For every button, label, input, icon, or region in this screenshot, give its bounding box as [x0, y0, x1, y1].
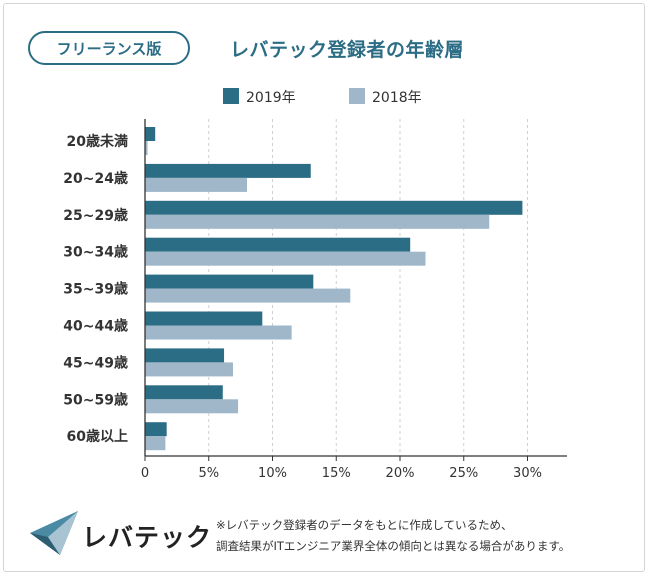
bar-2019 [145, 422, 167, 437]
legend-swatch-2018 [349, 88, 365, 104]
footnote: ※レバテック登録者のデータをもとに作成しているため、 調査結果がITエンジニア業… [216, 515, 570, 557]
bar-2018 [145, 141, 148, 155]
category-label: 35~39歳 [63, 281, 128, 298]
bar-2018 [145, 177, 247, 192]
legend-swatch-2019 [223, 88, 239, 104]
bar-2018 [145, 399, 239, 414]
axes-group [144, 119, 567, 461]
bar-2019 [145, 348, 225, 363]
levtech-logo-text: レバテック [82, 523, 213, 552]
footnote-line-2: 調査結果がITエンジニア業界全体の傾向とは異なる場合があります。 [216, 539, 571, 553]
bar-2019 [145, 127, 156, 141]
bar-2019 [145, 237, 411, 252]
x-tick-label: 30% [513, 466, 542, 481]
x-tick-label: 20% [386, 466, 415, 481]
bar-2019 [145, 311, 263, 326]
x-tick-label: 10% [258, 466, 287, 481]
bar-2018 [145, 214, 490, 229]
category-label: 25~29歳 [63, 207, 128, 224]
x-tick-label: 5% [198, 466, 219, 481]
bar-2019 [145, 200, 523, 215]
bar-2019 [145, 163, 311, 178]
levtech-logo-icon [30, 511, 78, 555]
category-label: 20~24歳 [63, 170, 128, 187]
bar-2019 [145, 385, 223, 400]
category-label: 20歳未満 [67, 133, 128, 150]
bars-group [145, 127, 523, 451]
category-label: 30~34歳 [63, 244, 128, 261]
freelance-badge: フリーランス版 [28, 31, 190, 65]
category-label: 40~44歳 [63, 318, 128, 335]
x-tick-label: 15% [322, 466, 351, 481]
category-label: 50~59歳 [63, 391, 128, 408]
footnote-line-1: ※レバテック登録者のデータをもとに作成しているため、 [216, 518, 513, 532]
chart-title: レバテック登録者の年齢層 [230, 39, 465, 61]
bar-2018 [145, 251, 426, 266]
bar-2019 [145, 274, 314, 289]
category-label: 60歳以上 [67, 428, 128, 445]
x-tick-label: 0 [141, 466, 149, 481]
bar-chart: 0 5% 10% 15% 20% 25% 30% 20歳未満 20~24歳 25~29歳 30~34… [63, 88, 567, 481]
category-label: 45~49歳 [63, 354, 128, 371]
bar-2018 [145, 436, 166, 451]
bar-2018 [145, 288, 351, 303]
card-frame [3, 3, 645, 572]
bar-2018 [145, 325, 292, 340]
legend: 2019年 2018年 [223, 88, 422, 106]
x-tick-label: 25% [449, 466, 478, 481]
labels-group: 0 5% 10% 15% 20% 25% 30% 20歳未満 20~24歳 25~29歳 30~34… [63, 133, 542, 481]
bar-2018 [145, 362, 233, 377]
legend-label-2019: 2019年 [246, 90, 296, 106]
legend-label-2018: 2018年 [372, 90, 422, 106]
